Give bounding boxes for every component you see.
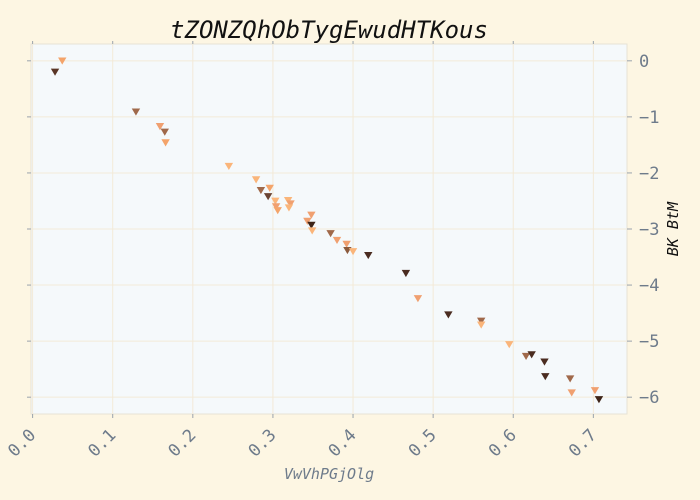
data-point-marker <box>307 227 317 235</box>
data-point-marker <box>521 352 531 361</box>
data-point-marker <box>565 375 575 383</box>
y-tick-label: −6 <box>639 388 659 408</box>
data-point-marker <box>131 108 141 116</box>
data-point-marker <box>594 396 604 404</box>
data-point-marker <box>307 211 316 219</box>
data-point-marker <box>160 128 169 136</box>
data-point-marker <box>567 389 576 397</box>
data-point-marker <box>58 57 67 65</box>
data-point-marker <box>527 351 536 359</box>
data-point-marker <box>477 321 486 329</box>
grid-lines <box>31 44 627 414</box>
chart-title: tZONZQhObTygEwudHTKous <box>170 16 488 44</box>
y-tick-label: −4 <box>639 276 659 296</box>
data-point-marker <box>303 217 312 225</box>
data-point-marker <box>342 240 351 248</box>
data-point-marker <box>271 197 280 205</box>
y-tick-label: −1 <box>639 108 659 128</box>
data-point-marker <box>286 200 295 208</box>
data-point-marker <box>364 251 373 260</box>
data-point-marker <box>444 311 453 319</box>
data-point-marker <box>263 193 273 201</box>
y-tick-label: −5 <box>639 332 659 352</box>
data-point-marker <box>477 317 486 325</box>
data-point-marker <box>348 248 358 256</box>
data-point-marker <box>541 373 550 381</box>
y-tick-label: −2 <box>639 164 659 184</box>
x-axis-title: VwVhPGjOlg <box>284 465 374 483</box>
data-point-marker <box>271 203 281 211</box>
y-axis-ticks: 0 −1 −2 −3 −4 −5 −6 <box>27 52 659 408</box>
y-axis-title: BK BtM <box>664 201 682 256</box>
y-tick-label: −3 <box>639 220 659 240</box>
data-point-marker <box>326 230 335 238</box>
data-point-marker <box>590 387 600 395</box>
data-point-marker <box>332 236 342 244</box>
data-point-marker <box>224 162 234 170</box>
data-point-marker <box>50 68 60 76</box>
data-point-marker <box>273 207 282 215</box>
data-point-marker <box>401 269 411 278</box>
data-points <box>50 57 604 404</box>
data-point-marker <box>161 139 170 147</box>
data-point-marker <box>256 186 266 195</box>
y-tick-label: 0 <box>639 52 649 72</box>
data-point-marker <box>413 295 423 303</box>
data-point-marker <box>505 341 514 349</box>
data-point-marker <box>251 176 261 184</box>
data-point-marker <box>265 184 274 192</box>
data-point-marker <box>155 123 165 131</box>
data-point-marker <box>284 204 294 212</box>
data-point-marker <box>540 358 549 366</box>
data-point-marker <box>307 221 316 229</box>
